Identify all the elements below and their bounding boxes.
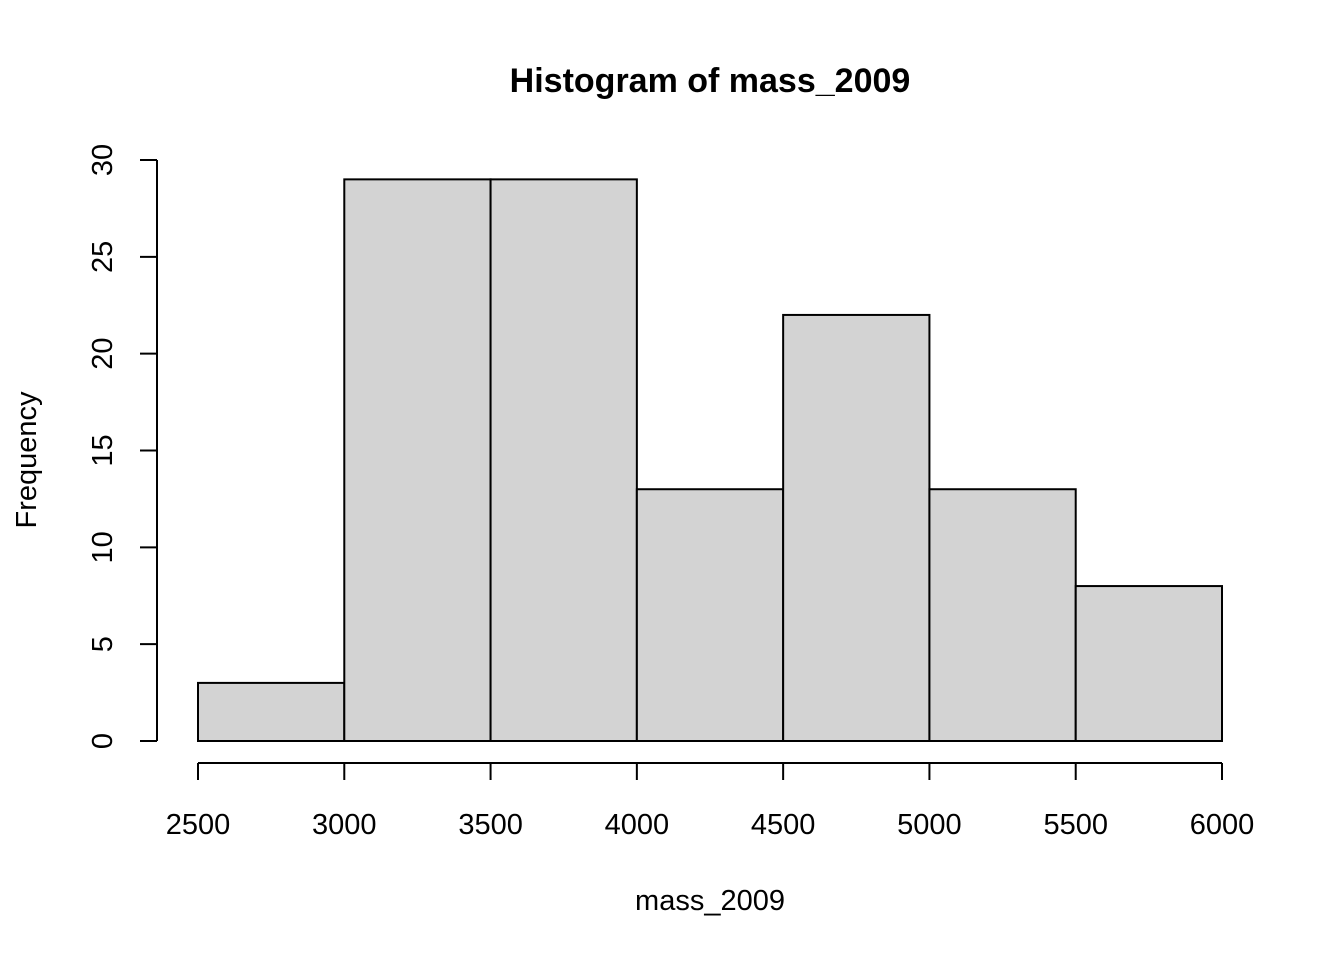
x-tick-label-1: 3000 [312,809,377,841]
y-tick-label-0: 0 [87,733,119,749]
x-tick-label-0: 2500 [166,809,231,841]
y-tick-label-5: 25 [87,241,119,273]
histogram-bar-4 [782,313,931,742]
y-tick-label-3: 15 [87,434,119,466]
x-axis: 2500 3000 3500 4000 4500 5000 5500 6000 [166,762,1255,841]
x-tick-label-5: 5000 [897,809,962,841]
y-tick-label-2: 10 [87,531,119,563]
histogram-bar-0 [197,681,346,743]
bars-group [197,178,1223,743]
x-tick-label-4: 4500 [751,809,816,841]
chart-title: Histogram of mass_2009 [510,62,911,100]
x-tick-label-2: 3500 [458,809,523,841]
y-tick-label-1: 5 [87,636,119,652]
histogram-bar-6 [1074,585,1223,742]
histogram-bar-3 [635,488,785,742]
x-tick-label-3: 4000 [605,809,670,841]
y-axis: 0 5 10 15 20 25 30 [87,144,158,749]
histogram-bar-2 [489,178,638,743]
x-tick-label-7: 6000 [1190,809,1255,841]
x-tick-label-6: 5500 [1043,809,1108,841]
x-axis-label: mass_2009 [635,885,785,917]
histogram-bar-1 [343,178,492,743]
histogram-bar-5 [928,488,1077,742]
y-axis-label: Frequency [11,391,43,529]
y-tick-label-4: 20 [87,338,119,370]
y-tick-label-6: 30 [87,144,119,176]
